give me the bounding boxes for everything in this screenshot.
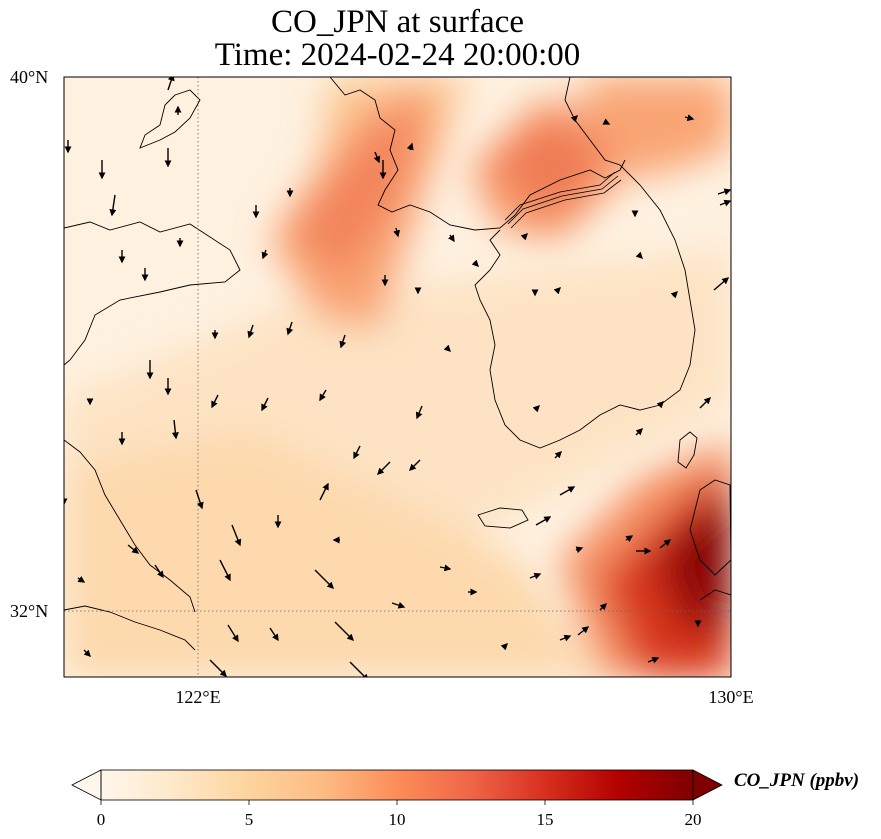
wind-arrow <box>339 334 347 349</box>
wind-arrow <box>670 291 678 299</box>
colorbar-tick-5: 5 <box>244 810 254 829</box>
colorbar-tick-10: 10 <box>388 810 406 829</box>
wind-arrow <box>570 115 578 123</box>
wind-arrow <box>261 249 269 260</box>
wind-arrow <box>154 564 164 579</box>
wind-arrow <box>353 445 361 460</box>
colorbar <box>71 769 723 805</box>
wind-arrow <box>577 626 590 636</box>
wind-arrow <box>529 572 542 580</box>
wind-arrow <box>209 659 227 677</box>
wind-arrow <box>247 324 255 339</box>
wind-arrow <box>699 397 711 409</box>
wind-arrow <box>314 569 334 589</box>
wind-arrow <box>719 199 731 207</box>
lat-label-40n: 40°N <box>10 67 49 87</box>
wind-arrow <box>231 524 242 547</box>
wind-arrow <box>211 394 219 409</box>
wind-arrow <box>83 649 91 657</box>
wind-arrow <box>439 564 452 572</box>
wind-arrow <box>659 539 672 549</box>
wind-arrow <box>219 559 231 582</box>
wind-arrow <box>77 575 86 583</box>
wind-arrow <box>319 389 327 402</box>
colorbar-extend-high <box>692 769 723 801</box>
wind-arrow <box>377 461 391 475</box>
border-lines <box>504 171 622 229</box>
colorbar-tick-0: 0 <box>96 810 106 829</box>
wind-arrow <box>373 151 381 164</box>
title-line-1: CO_JPN at surface <box>271 4 524 40</box>
wind-arrow <box>535 516 552 526</box>
wind-arrow <box>684 114 695 122</box>
concentration-field <box>64 77 731 677</box>
wind-arrow <box>553 287 561 295</box>
wind-arrow <box>559 486 576 496</box>
wind-arrow <box>109 194 117 217</box>
wind-arrow <box>334 621 354 641</box>
wind-arrow <box>349 661 369 677</box>
wind-arrow <box>261 397 269 412</box>
wind-arrow <box>625 535 634 543</box>
wind-arrow <box>195 489 204 510</box>
wind-arrow <box>647 656 660 664</box>
wind-arrow <box>599 603 607 611</box>
wind-arrow <box>406 142 414 151</box>
wind-arrow <box>286 321 294 336</box>
wind-vectors <box>64 77 731 677</box>
wind-arrow <box>127 544 140 554</box>
colorbar-tick-20: 20 <box>684 810 702 829</box>
wind-arrow <box>443 344 451 352</box>
colorbar-gradient <box>101 770 693 800</box>
map-title: CO_JPN at surface Time: 2024-02-24 20:00… <box>0 6 795 72</box>
wind-arrow <box>409 459 421 471</box>
colorbar-label: CO_JPN (ppbv) <box>734 770 860 791</box>
wind-arrow <box>171 419 179 440</box>
wind-arrow <box>447 234 455 243</box>
gridlines <box>64 77 731 677</box>
coastlines <box>64 77 731 651</box>
wind-arrow <box>602 118 611 125</box>
lon-label-130e: 130°E <box>708 687 754 707</box>
wind-arrow <box>635 428 643 436</box>
wind-arrow <box>575 546 584 554</box>
wind-arrow <box>319 482 329 501</box>
wind-arrow <box>393 227 401 238</box>
wind-arrow <box>656 401 664 409</box>
wind-arrow <box>532 405 540 413</box>
wind-arrow <box>554 451 562 459</box>
wind-arrow <box>500 643 508 651</box>
wind-arrow <box>471 259 479 267</box>
wind-arrow <box>269 627 279 642</box>
wind-arrow <box>520 233 528 241</box>
wind-arrow <box>713 277 730 291</box>
wind-arrow <box>391 601 406 609</box>
map-frame <box>63 76 732 678</box>
wind-arrow <box>559 634 572 642</box>
title-line-2: Time: 2024-02-24 20:00:00 <box>214 37 581 73</box>
colorbar-extend-low <box>71 769 102 801</box>
lon-label-122e: 122°E <box>175 687 221 707</box>
wind-arrow <box>635 251 643 259</box>
wind-arrow <box>227 624 239 643</box>
lat-label-32n: 32°N <box>10 601 49 621</box>
wind-arrow <box>415 405 423 420</box>
colorbar-tick-15: 15 <box>536 810 554 829</box>
wind-arrow <box>717 188 731 196</box>
